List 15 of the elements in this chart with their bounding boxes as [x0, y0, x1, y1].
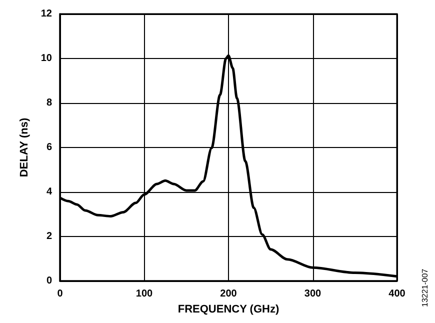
- y-tick-label: 8: [46, 98, 52, 108]
- y-tick-label: 0: [46, 276, 52, 286]
- y-tick-label: 2: [46, 231, 52, 242]
- x-axis-title: FREQUENCY (GHz): [178, 303, 280, 316]
- text: 13221-007: [420, 268, 430, 307]
- x-tick-label: 0: [57, 288, 64, 300]
- x-tick-label: 200: [220, 288, 238, 300]
- y-tick-label: 10: [40, 53, 52, 64]
- x-tick-label: 300: [304, 288, 322, 300]
- y-tick-label: 12: [40, 8, 52, 20]
- x-tick-label: 400: [388, 288, 406, 300]
- y-tick-label: 6: [46, 142, 52, 153]
- y-axis-title: DELAY (ns): [18, 118, 30, 178]
- x-tick-label: 100: [136, 288, 154, 300]
- y-tick-label: 4: [46, 186, 52, 198]
